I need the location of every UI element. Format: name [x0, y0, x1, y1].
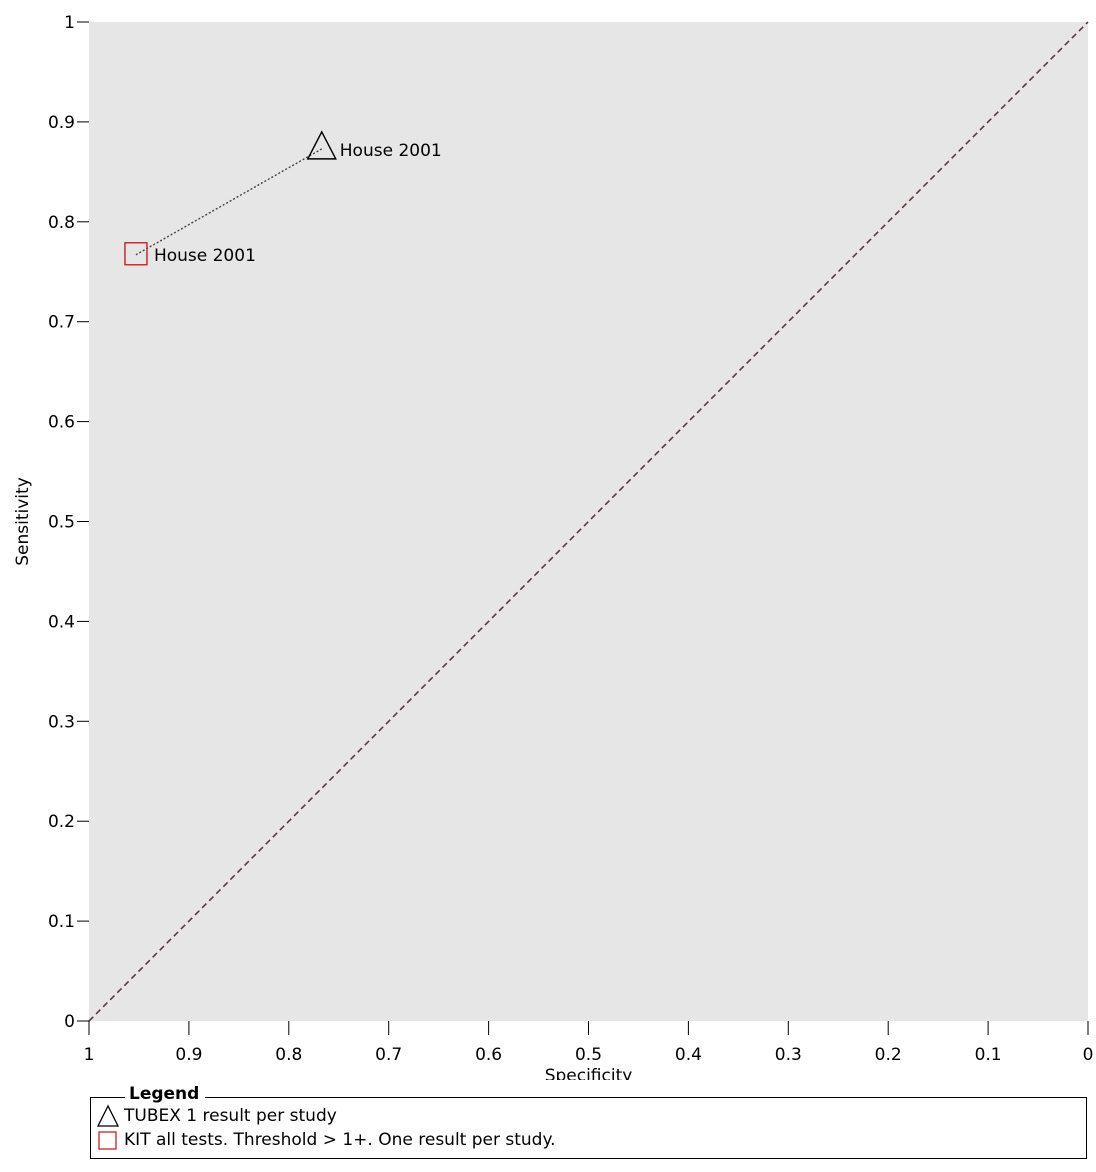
legend-label-tubex: TUBEX 1 result per study — [124, 1106, 337, 1126]
y-tick-label: 0.1 — [48, 912, 75, 932]
chart: 0 0.1 0.2 0.3 0.4 0.5 0.6 0.7 0.8 0.9 1 1 0.9 0.8 0.7 0… — [13, 13, 1094, 1080]
legend-title: Legend — [125, 1084, 206, 1104]
point-label: House 2001 — [154, 246, 256, 266]
legend-entry-tubex: TUBEX 1 result per study — [96, 1104, 337, 1128]
x-tick-label: 0.4 — [675, 1045, 702, 1065]
y-tick-label: 0.4 — [48, 612, 75, 632]
x-tick-label: 0.7 — [375, 1045, 402, 1065]
legend-box — [90, 1097, 1087, 1159]
point-label: House 2001 — [340, 141, 442, 161]
x-tick-label: 0.6 — [475, 1045, 502, 1065]
y-tick-label: 0.8 — [48, 213, 75, 233]
y-tick-label: 0.7 — [48, 313, 75, 333]
y-tick-label: 0.6 — [48, 413, 75, 433]
x-tick-label: 0.3 — [775, 1045, 802, 1065]
x-tick-label: 0 — [1083, 1045, 1094, 1065]
triangle-marker-icon — [96, 1104, 120, 1127]
y-axis-title: Sensitivity — [13, 477, 33, 566]
y-tick-label: 0.5 — [48, 513, 75, 533]
square-marker-icon — [98, 1131, 117, 1150]
x-tick-label: 0.2 — [875, 1045, 902, 1065]
legend-label-kit: KIT all tests. Threshold > 1+. One resul… — [124, 1130, 556, 1150]
chance-diagonal-line — [88, 21, 1089, 1022]
y-tick-label: 0 — [64, 1012, 75, 1032]
x-tick-label: 0.5 — [575, 1045, 602, 1065]
triangle-data-point — [306, 130, 337, 160]
legend-entry-kit: KIT all tests. Threshold > 1+. One resul… — [96, 1128, 556, 1152]
y-tick-label: 0.2 — [48, 812, 75, 832]
square-data-point — [124, 242, 148, 266]
x-tick-label: 0.1 — [975, 1045, 1002, 1065]
y-tick-label: 0.9 — [48, 113, 75, 133]
y-tick-label: 1 — [64, 13, 75, 33]
x-tick-label: 0.8 — [275, 1045, 302, 1065]
x-tick-label: 1 — [84, 1045, 95, 1065]
x-axis-title: Specificity — [545, 1066, 633, 1080]
y-tick-label: 0.3 — [48, 712, 75, 732]
x-tick-label: 0.9 — [175, 1045, 202, 1065]
